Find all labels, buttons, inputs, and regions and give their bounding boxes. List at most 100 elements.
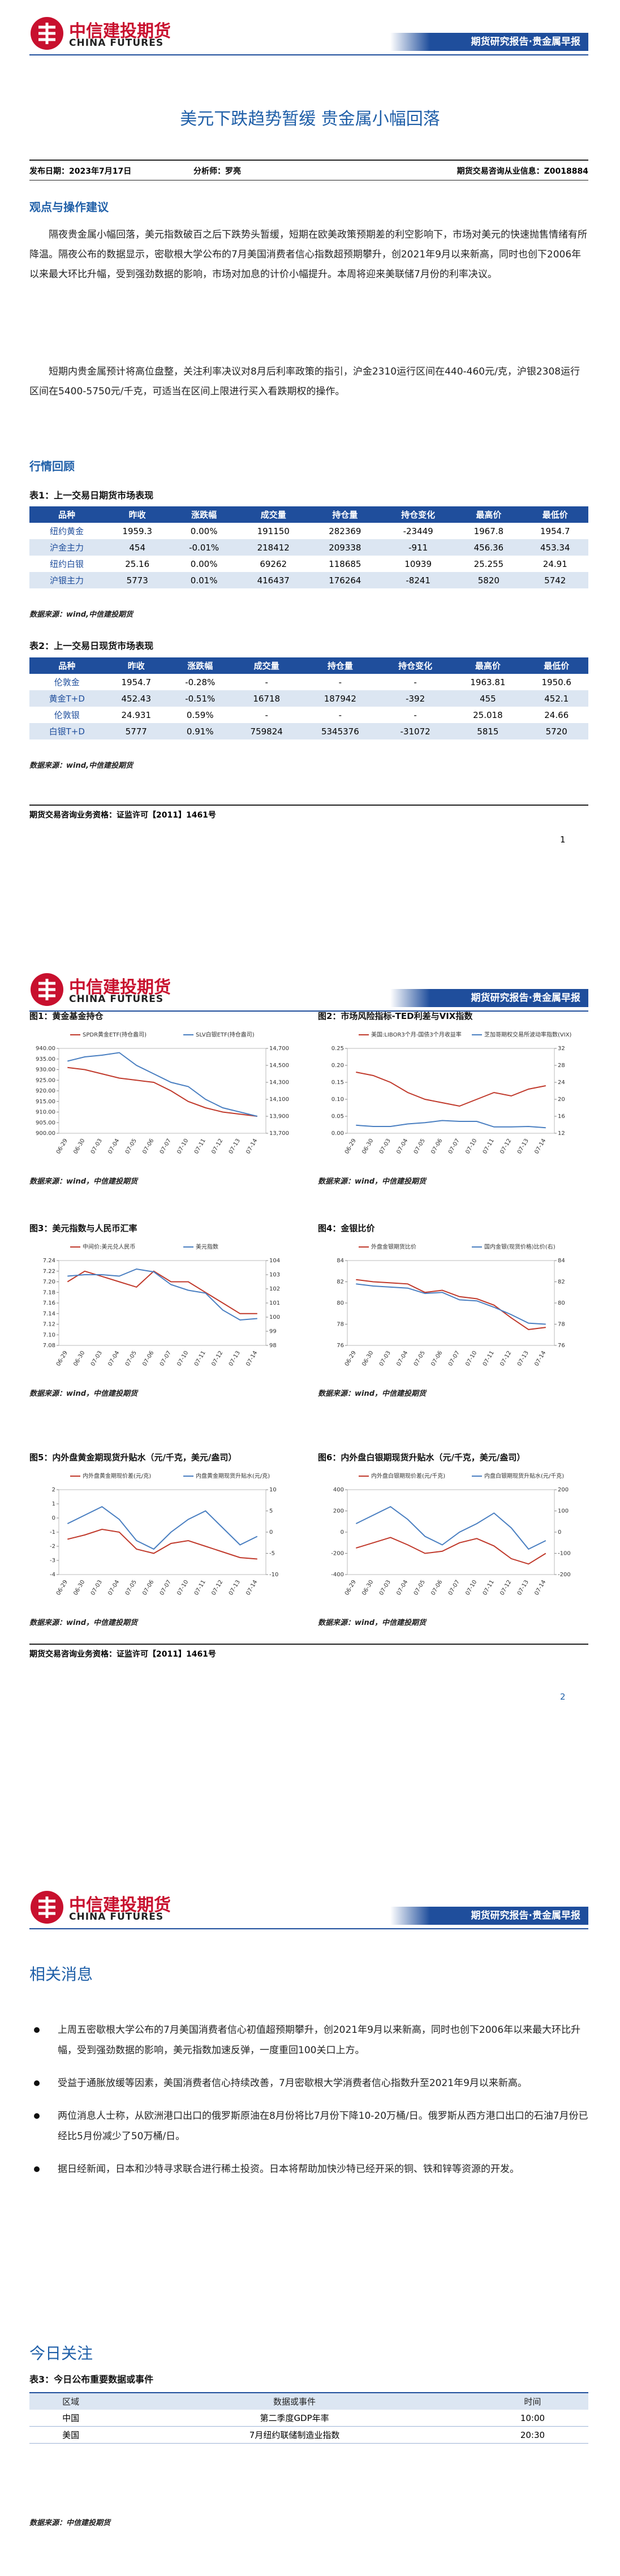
tick-label: 910.00 xyxy=(36,1109,55,1116)
series-line xyxy=(67,1270,257,1314)
table-cell: 沪金主力 xyxy=(49,543,84,553)
table-cell: 纽约黄金 xyxy=(49,526,84,536)
series-line xyxy=(355,1506,546,1550)
tick-label: 103 xyxy=(269,1272,280,1278)
tick-label: 915.00 xyxy=(36,1099,55,1105)
tick-label: 84 xyxy=(337,1258,344,1264)
tick-label: 13,900 xyxy=(269,1113,289,1120)
x-tick-label: 07-14 xyxy=(533,1579,547,1597)
x-tick-label: 07-11 xyxy=(193,1579,207,1597)
tick-label: 0 xyxy=(558,1529,561,1536)
x-tick-label: 07-03 xyxy=(378,1138,392,1155)
table-cell: -392 xyxy=(406,693,425,704)
table-cell: 16718 xyxy=(253,693,281,704)
x-tick-label: 07-04 xyxy=(107,1350,120,1367)
table-row: 黄金T+D 452.43 -0.51% 16718 187942 -392 455 452.1 xyxy=(29,690,588,707)
table-cell: -8241 xyxy=(406,575,430,586)
table-cell: 5777 xyxy=(125,726,147,737)
plot-frame xyxy=(347,1048,555,1134)
tick-label: -200 xyxy=(558,1572,571,1578)
table-cell: 25.255 xyxy=(473,558,504,569)
x-tick-label: 07-12 xyxy=(210,1579,224,1597)
tick-label: 200 xyxy=(333,1508,344,1515)
column-header: 持仓量 xyxy=(327,661,353,671)
table-cell: 纽约白银 xyxy=(49,559,84,569)
x-tick-label: 07-06 xyxy=(430,1579,444,1597)
series-line xyxy=(67,1528,257,1560)
tick-label: 14,500 xyxy=(269,1063,289,1069)
header-rule xyxy=(29,1928,588,1929)
table-cell: 0.00% xyxy=(190,558,218,569)
legend-label: 美国:LIBOR3个月-国债3个月收益率 xyxy=(371,1031,462,1038)
table-cell: 209338 xyxy=(329,542,361,553)
tick-label: 100 xyxy=(269,1314,280,1321)
tick-label: 102 xyxy=(269,1286,280,1292)
table-cell: - xyxy=(338,709,342,720)
column-header: 品种 xyxy=(58,510,75,520)
x-tick-label: 07-05 xyxy=(413,1579,427,1597)
tick-label: 16 xyxy=(558,1113,565,1120)
x-tick-label: 07-10 xyxy=(464,1579,478,1597)
table-cell: 1963.81 xyxy=(470,677,506,687)
x-tick-label: 07-04 xyxy=(395,1350,409,1367)
tick-label: -100 xyxy=(558,1551,571,1557)
tick-label: 104 xyxy=(269,1258,280,1264)
series-line xyxy=(67,1506,258,1550)
tick-label: 925.00 xyxy=(36,1077,55,1083)
x-tick-label: 07-13 xyxy=(516,1138,530,1155)
chart-source: 数据来源：wind，中信建投期货 xyxy=(318,1390,427,1398)
table-cell: 第二季度GDP年率 xyxy=(260,2413,329,2423)
tick-label: -10 xyxy=(269,1572,278,1578)
logo-box xyxy=(29,972,64,1007)
table-cell: 5773 xyxy=(126,575,148,586)
column-header: 持仓变化 xyxy=(398,661,433,671)
plot-frame xyxy=(58,1489,266,1575)
tick-label: 82 xyxy=(337,1279,344,1285)
table-cell: -0.28% xyxy=(185,677,216,687)
page-number: 1 xyxy=(560,835,566,845)
tick-label: 930.00 xyxy=(36,1067,55,1073)
chart: -400 -200 0 200 400 -200 -100 0 100 200 06-29 06-30… xyxy=(331,1472,571,1597)
legend-label: SLV白银ETF(持仓盎司) xyxy=(196,1031,255,1038)
news-item: 上周五密歇根大学公布的7月美国消费者信心初值超预期攀升，创2021年9月以来新高… xyxy=(29,2020,588,2061)
table-source: 数据来源：wind,中信建投期货 xyxy=(29,762,133,770)
tick-label: 80 xyxy=(337,1300,344,1306)
table-cell: 10939 xyxy=(404,558,432,569)
x-tick-label: 07-12 xyxy=(210,1350,224,1367)
x-tick-label: 06-30 xyxy=(361,1579,374,1597)
tick-label: 7.24 xyxy=(43,1258,55,1264)
legend-label: 内盘白银期现货升贴水(元/千克) xyxy=(484,1472,564,1480)
x-tick-label: 07-06 xyxy=(430,1350,444,1367)
logo-box xyxy=(29,1890,64,1925)
tick-label: 84 xyxy=(558,1258,565,1264)
chart-source: 数据来源：wind，中信建投期货 xyxy=(29,1390,138,1398)
table-cell: 218412 xyxy=(257,542,290,553)
page-number: 2 xyxy=(560,1692,566,1702)
table-cell: 中国 xyxy=(62,2413,80,2423)
table-cell: 20:30 xyxy=(520,2429,545,2440)
chart-title: 图4：金银比价 xyxy=(318,1223,375,1233)
tick-label: 0.20 xyxy=(331,1063,344,1069)
plot-frame xyxy=(347,1260,555,1346)
logo xyxy=(31,17,63,50)
table-cell: 118685 xyxy=(329,558,361,569)
legend-label: 内外盘白银期现价差(元/千克) xyxy=(371,1472,445,1480)
tick-label: 14,100 xyxy=(269,1096,289,1103)
x-tick-label: 07-11 xyxy=(193,1138,207,1155)
table-cell: 176264 xyxy=(329,575,361,586)
table-cell: - xyxy=(265,677,268,687)
header-rule xyxy=(29,54,588,55)
table-cell: 沪银主力 xyxy=(49,575,84,586)
report-type: 期货研究报告·贵金属早报 xyxy=(390,33,588,51)
table-row: 中国 第二季度GDP年率 10:00 xyxy=(29,2410,588,2427)
column-header: 区域 xyxy=(62,2397,80,2407)
x-tick-label: 07-14 xyxy=(245,1350,259,1367)
section-heading: 行情回顾 xyxy=(29,459,75,473)
series-line xyxy=(356,1072,546,1107)
x-tick-label: 06-29 xyxy=(344,1579,358,1597)
logo xyxy=(31,1891,63,1924)
tick-label: 2 xyxy=(52,1487,55,1493)
x-tick-label: 06-30 xyxy=(361,1350,374,1367)
table-row: 纽约白银 25.16 0.00% 69262 118685 10939 25.255 24.9… xyxy=(29,556,588,572)
